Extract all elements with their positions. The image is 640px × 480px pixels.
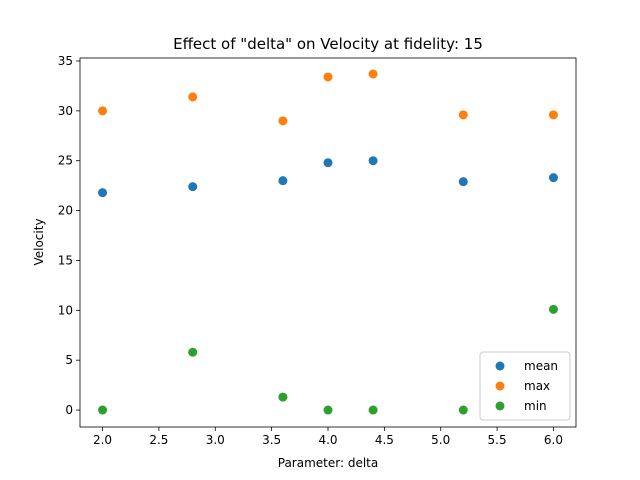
y-tick-label: 15 [58,253,73,267]
legend-marker-min [495,401,505,411]
point-mean [98,188,108,198]
legend: mean max min [479,351,571,421]
legend-marker-max [495,381,505,391]
x-tick-label: 4.0 [318,433,337,447]
point-min [323,405,333,415]
y-tick-label: 30 [58,104,73,118]
x-axis: 2.0 2.5 3.0 3.5 4.0 4.5 5.0 5.5 6.0 [93,427,563,447]
data-points [98,69,558,415]
x-tick-label: 4.5 [375,433,394,447]
y-axis: 0 5 10 15 20 25 30 35 [58,54,80,417]
point-max [368,69,378,79]
point-max [323,72,333,82]
point-mean [323,158,333,168]
point-max [278,116,288,126]
y-tick-label: 25 [58,154,73,168]
x-tick-label: 5.5 [488,433,507,447]
legend-marker-mean [495,361,505,371]
point-min [368,405,378,415]
y-axis-label: Velocity [32,218,46,265]
y-tick-label: 5 [65,353,73,367]
point-mean [458,177,468,187]
x-tick-label: 5.0 [431,433,450,447]
x-axis-label: Parameter: delta [278,456,378,470]
point-max [98,106,108,116]
point-min [548,304,558,314]
legend-label-mean: mean [524,359,558,373]
point-mean [548,173,558,183]
point-max [548,110,558,120]
point-mean [368,156,378,166]
y-tick-label: 20 [58,204,73,218]
x-tick-label: 2.0 [93,433,112,447]
y-tick-label: 35 [58,54,73,68]
x-tick-label: 3.5 [262,433,281,447]
legend-label-min: min [524,399,547,413]
point-min [458,405,468,415]
point-max [458,110,468,120]
y-tick-label: 0 [65,403,73,417]
x-tick-label: 2.5 [149,433,168,447]
point-min [278,392,288,402]
point-max [188,92,198,102]
point-mean [278,176,288,186]
point-min [98,405,108,415]
legend-label-max: max [524,379,550,393]
point-min [188,347,198,357]
x-tick-label: 6.0 [544,433,563,447]
point-mean [188,182,198,192]
chart-title: Effect of "delta" on Velocity at fidelit… [173,35,483,53]
y-tick-label: 10 [58,303,73,317]
x-tick-label: 3.0 [206,433,225,447]
